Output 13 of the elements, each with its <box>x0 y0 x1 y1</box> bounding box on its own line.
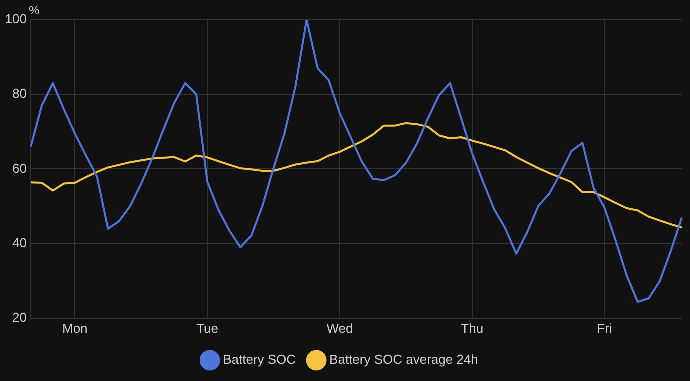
y-tick-label: 80 <box>12 86 27 102</box>
x-tick-label: Mon <box>62 320 88 336</box>
y-tick-label: 100 <box>5 12 27 27</box>
legend-label: Battery SOC <box>223 352 296 368</box>
legend-label: Battery SOC average 24h <box>330 352 478 368</box>
x-tick-label: Tue <box>196 320 219 336</box>
y-tick-label: 20 <box>12 310 27 325</box>
x-tick-label: Thu <box>461 320 484 336</box>
y-tick-label: 40 <box>12 235 27 250</box>
x-tick-label: Fri <box>597 320 612 336</box>
x-tick-label: Wed <box>326 320 354 336</box>
y-axis-title: % <box>29 3 40 18</box>
y-tick-label: 60 <box>12 160 27 176</box>
